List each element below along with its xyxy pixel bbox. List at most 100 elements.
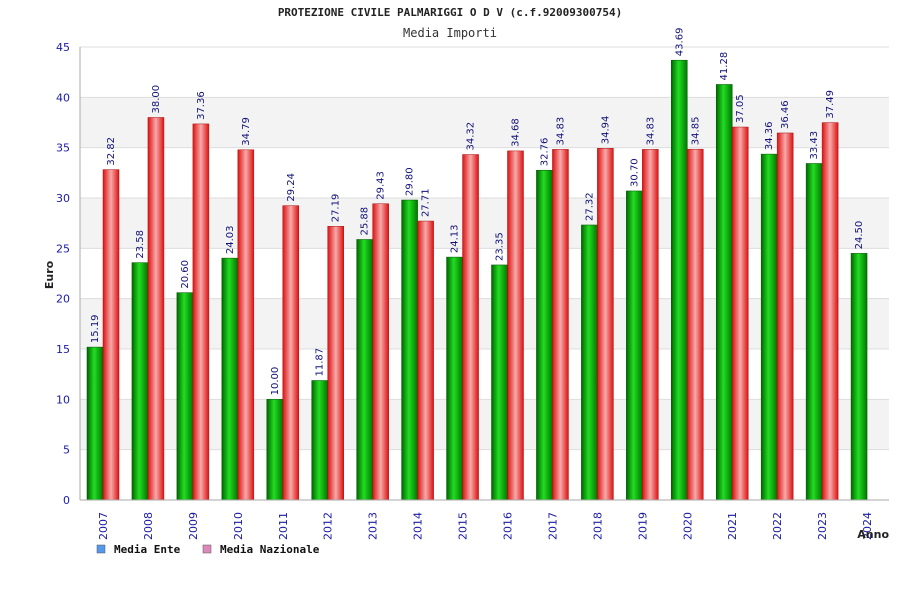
bar-media-ente <box>671 59 688 501</box>
legend-label: Media Nazionale <box>220 543 320 556</box>
x-tick-label: 2017 <box>546 512 559 540</box>
data-label: 24.13 <box>450 224 461 253</box>
x-tick-label: 2021 <box>726 512 739 540</box>
grid-band <box>80 47 889 98</box>
bar-media-nazionale <box>327 226 344 501</box>
bar-media-ente <box>536 169 553 501</box>
gridlines <box>80 46 889 501</box>
y-tick-label: 5 <box>63 444 70 457</box>
data-label: 37.05 <box>735 94 746 123</box>
legend-swatch <box>202 544 212 554</box>
bars <box>86 59 868 501</box>
y-tick-label: 0 <box>63 494 70 507</box>
bar-media-ente <box>446 256 463 501</box>
data-label: 27.71 <box>421 188 432 217</box>
x-tick-label: 2015 <box>457 512 470 540</box>
data-label: 37.36 <box>196 91 207 120</box>
data-label: 20.60 <box>180 260 191 289</box>
bar-media-ente <box>626 190 643 501</box>
legend-swatch <box>96 544 106 554</box>
data-label: 34.85 <box>690 117 701 146</box>
x-axis-ticks: 2007 2008 2009 2010 2011 2012 2013 2014 2015 2016… <box>97 512 874 540</box>
data-label: 11.87 <box>315 348 326 377</box>
data-label: 29.43 <box>376 171 387 200</box>
x-axis-label: Anno <box>857 528 889 541</box>
x-tick-label: 2007 <box>97 512 110 540</box>
y-tick-label: 30 <box>56 192 70 205</box>
data-label: 33.43 <box>809 131 820 160</box>
data-label: 43.69 <box>674 28 685 57</box>
data-label: 34.36 <box>764 121 775 150</box>
data-label: 34.32 <box>466 122 477 151</box>
bar-media-nazionale <box>507 150 524 501</box>
bar-media-ente <box>850 253 868 501</box>
bar-media-ente <box>176 292 194 501</box>
bar-media-nazionale <box>417 220 434 501</box>
data-label: 32.82 <box>106 137 117 166</box>
grid-band <box>80 147 889 198</box>
x-tick-label: 2022 <box>771 512 784 540</box>
data-label: 36.46 <box>780 100 791 129</box>
data-label: 10.00 <box>270 367 281 396</box>
grid-band <box>80 97 889 148</box>
bar-media-nazionale <box>462 154 479 501</box>
data-label: 38.00 <box>151 85 162 114</box>
x-tick-label: 2009 <box>187 512 200 540</box>
bar-media-ente <box>86 346 104 501</box>
bar-media-nazionale <box>552 149 569 501</box>
y-tick-label: 45 <box>56 41 70 54</box>
data-label: 30.70 <box>629 158 640 187</box>
y-tick-label: 40 <box>56 91 70 104</box>
y-axis-label: Euro <box>43 260 56 289</box>
x-tick-label: 2024 <box>861 512 874 540</box>
data-label: 32.76 <box>539 138 550 167</box>
chart-title: PROTEZIONE CIVILE PALMARIGGI O D V (c.f.… <box>278 6 622 19</box>
data-label: 34.94 <box>600 116 611 145</box>
data-label: 24.03 <box>225 225 236 254</box>
bar-media-ente <box>715 84 733 501</box>
bar-media-ente <box>760 153 778 501</box>
data-label: 27.32 <box>584 192 595 221</box>
bar-media-ente <box>266 399 284 501</box>
bar-media-nazionale <box>687 148 704 501</box>
data-label: 29.80 <box>405 167 416 196</box>
chart-subtitle: Media Importi <box>403 26 497 40</box>
y-axis-ticks: 0 5 10 15 20 25 30 35 40 45 <box>56 41 70 507</box>
bar-media-nazionale <box>776 132 794 501</box>
legend: Media Ente Media Nazionale <box>96 543 320 556</box>
bar-media-nazionale <box>597 148 614 501</box>
bar-media-nazionale <box>147 117 165 501</box>
x-tick-label: 2016 <box>502 512 515 540</box>
bar-media-ente <box>131 262 149 501</box>
grid-bands <box>80 47 889 500</box>
x-tick-label: 2018 <box>591 512 604 540</box>
grid-band <box>80 349 889 400</box>
x-tick-label: 2011 <box>277 512 290 540</box>
y-tick-label: 25 <box>56 242 70 255</box>
bar-media-nazionale <box>821 122 839 501</box>
grid-band <box>80 298 889 349</box>
x-tick-label: 2010 <box>232 512 245 540</box>
data-label: 15.19 <box>90 314 101 343</box>
bar-media-ente <box>581 224 598 501</box>
x-tick-label: 2012 <box>322 512 335 540</box>
bar-media-nazionale <box>642 149 659 501</box>
bar-media-nazionale <box>372 203 389 501</box>
bar-media-nazionale <box>102 169 120 501</box>
x-tick-label: 2023 <box>816 512 829 540</box>
bar-media-ente <box>805 163 823 501</box>
bar-media-ente <box>356 239 373 501</box>
data-label: 34.79 <box>241 117 252 146</box>
x-tick-label: 2008 <box>142 512 155 540</box>
bar-media-ente <box>491 264 508 501</box>
data-label: 24.50 <box>854 221 865 250</box>
grid-band <box>80 449 889 500</box>
data-label: 34.68 <box>511 118 522 147</box>
bar-media-ente <box>221 257 239 501</box>
data-label: 23.58 <box>135 230 146 259</box>
legend-label: Media Ente <box>114 543 181 556</box>
data-label: 34.83 <box>555 117 566 146</box>
bar-media-ente <box>401 199 418 501</box>
x-tick-label: 2020 <box>681 512 694 540</box>
y-tick-label: 20 <box>56 293 70 306</box>
